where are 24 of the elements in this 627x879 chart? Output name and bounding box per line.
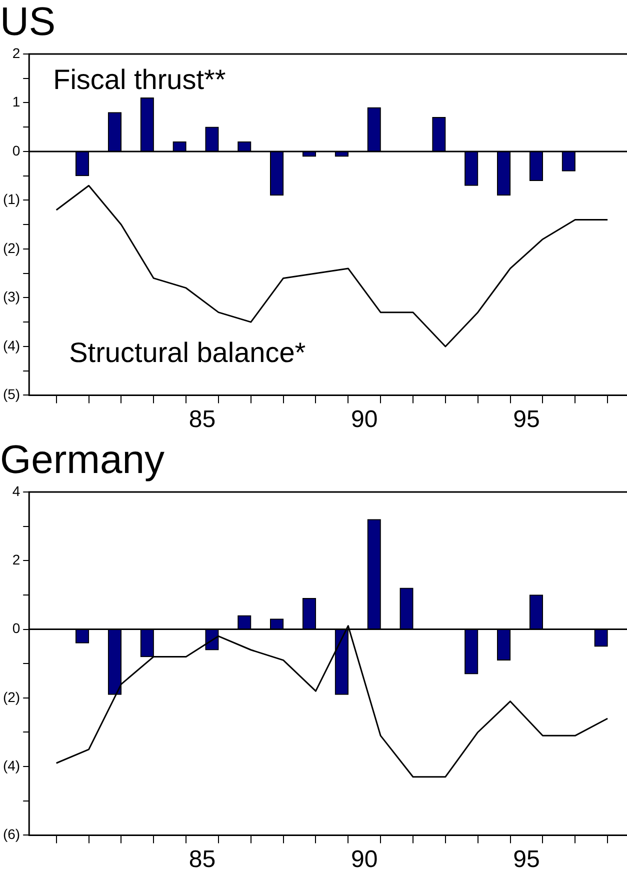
x-tick-label: 85	[188, 406, 216, 434]
x-tick-label: 95	[513, 846, 540, 874]
y-tick-label: 2	[12, 44, 20, 61]
y-tick-label: (2)	[2, 240, 20, 256]
chart-title: US	[0, 0, 56, 44]
y-tick-label: (5)	[2, 386, 20, 402]
y-tick-label: 1	[12, 94, 20, 110]
x-tick-label: 90	[351, 846, 378, 874]
x-tick-label: 90	[351, 406, 378, 434]
y-tick-label: (2)	[2, 688, 20, 705]
y-tick-label: 0	[12, 142, 20, 158]
y-tick-label: 0	[12, 620, 20, 636]
y-tick-label: (4)	[2, 337, 20, 354]
x-tick-label: 95	[513, 406, 540, 434]
y-tick-label: 2	[12, 552, 20, 568]
x-tick-label: 85	[188, 846, 216, 874]
chart-title: Germany	[0, 438, 164, 482]
series-label: Structural balance*	[69, 337, 306, 368]
y-tick-label: (1)	[2, 191, 20, 208]
y-tick-label: (3)	[2, 288, 20, 305]
series-label: Fiscal thrust**	[53, 64, 226, 95]
y-tick-label: 4	[12, 482, 20, 499]
y-tick-label: (4)	[2, 757, 20, 774]
y-tick-label: (6)	[2, 826, 20, 842]
